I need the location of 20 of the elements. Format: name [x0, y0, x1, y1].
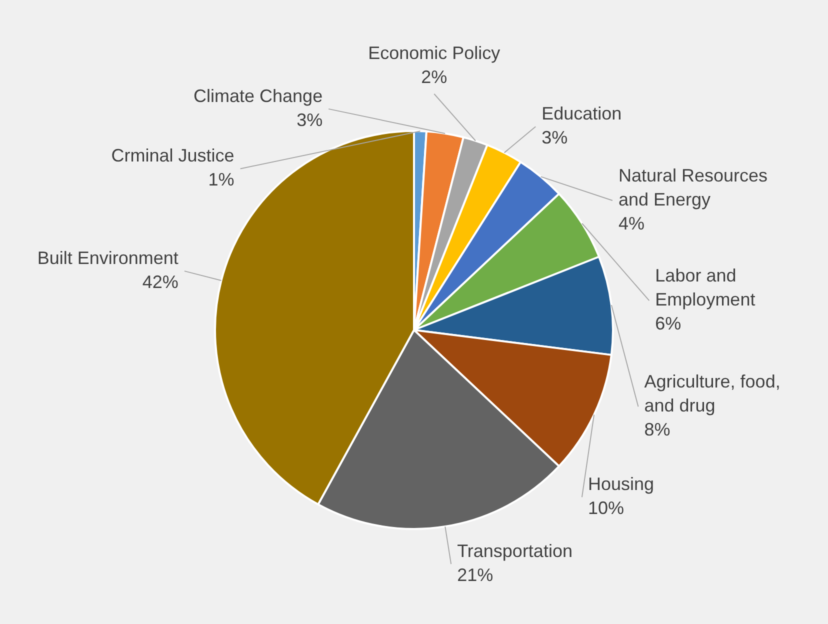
data-label: 8% — [644, 420, 670, 440]
slice-label: Education — [542, 104, 622, 124]
data-label: 3% — [542, 128, 568, 148]
data-label: 2% — [421, 66, 448, 87]
data-label: 3% — [296, 110, 323, 130]
slice-label: Transportation — [457, 541, 572, 562]
slice-label: Housing — [588, 474, 654, 494]
data-label: 6% — [655, 314, 682, 334]
data-label: 10% — [588, 498, 624, 518]
slice-label: Agriculture, food, and drug — [644, 372, 780, 416]
slice-label: Natural Resources and Energy — [618, 165, 768, 210]
data-label: 4% — [618, 213, 644, 234]
slice-label: Built Environment — [37, 248, 178, 268]
data-label: 21% — [457, 565, 494, 586]
slice-label: Climate Change — [194, 86, 323, 106]
slice-label: Economic Policy — [368, 42, 500, 63]
slice-label: Crminal Justice — [111, 146, 234, 166]
data-label: 1% — [208, 170, 234, 190]
slice-label: Labor and Employment — [655, 266, 756, 310]
data-label: 42% — [142, 272, 178, 292]
